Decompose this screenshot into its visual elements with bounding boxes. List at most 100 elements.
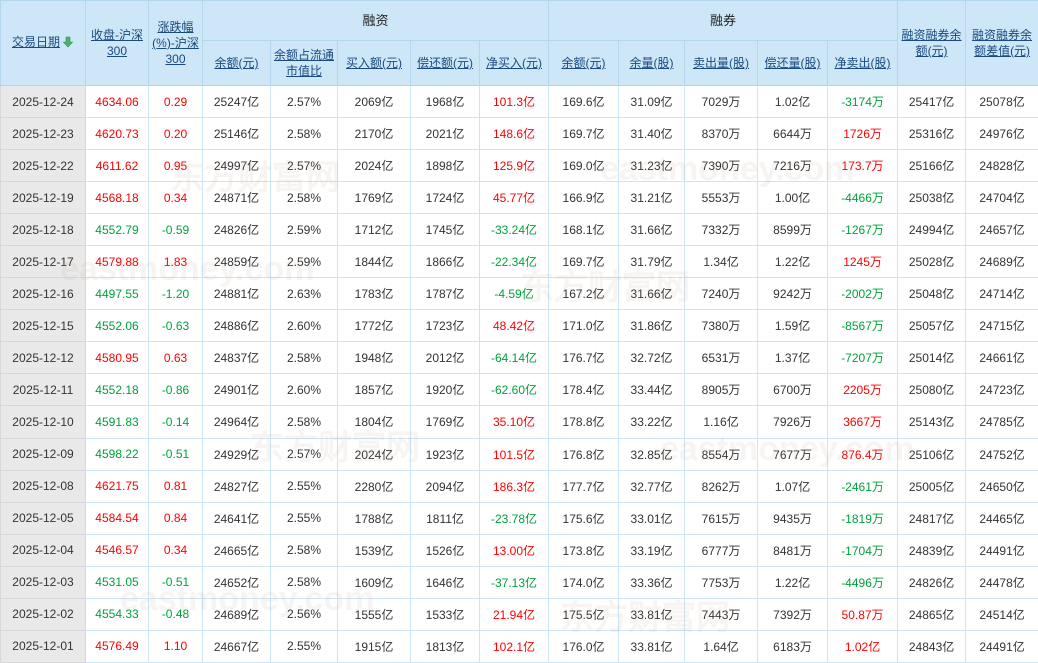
cell-rq_net: -1819万 [827, 501, 899, 535]
cell-rz_buy: 1948亿 [337, 341, 411, 375]
cell-rz_ratio: 2.60% [270, 373, 338, 407]
cell-rz_balance: 24964亿 [202, 405, 271, 439]
col-header-rq-repay[interactable]: 偿还量(股) [757, 40, 829, 86]
col-header-total-balance-label[interactable]: 融资融券余额(元) [901, 27, 962, 58]
col-header-rz-ratio-label[interactable]: 余额占流通市值比 [273, 47, 334, 78]
col-header-rz-balance[interactable]: 余额(元) [202, 40, 271, 86]
col-header-total-balance[interactable]: 融资融券余额(元) [897, 0, 967, 86]
cell-rz_ratio: 2.63% [270, 277, 338, 311]
cell-rz_buy: 1783亿 [337, 277, 411, 311]
cell-total: 25143亿 [897, 405, 967, 439]
cell-chg: -0.51 [148, 565, 203, 599]
col-header-rq-net[interactable]: 净卖出(股) [827, 40, 899, 86]
cell-diff: 24715亿 [965, 309, 1038, 343]
cell-rz_balance: 24827亿 [202, 469, 271, 503]
col-header-rz-buy-label[interactable]: 买入额(元) [346, 55, 402, 70]
col-header-rz-net[interactable]: 净买入(元) [478, 40, 550, 86]
col-header-rq-sell[interactable]: 卖出量(股) [684, 40, 759, 86]
col-header-rq-volume[interactable]: 余量(股) [618, 40, 686, 86]
cell-rq_balance: 177.7亿 [548, 469, 620, 503]
cell-rz_buy: 2170亿 [337, 117, 411, 151]
cell-diff: 24491亿 [965, 629, 1038, 663]
group-header-securities-lending-label: 融券 [710, 12, 737, 28]
table-row: 2025-12-22 4611.62 0.95 24997亿 2.57% 2024亿 189… [0, 149, 1038, 183]
cell-chg: -0.14 [148, 405, 203, 439]
col-header-rq-volume-label[interactable]: 余量(股) [629, 55, 674, 70]
col-header-date-label[interactable]: 交易日期 [11, 34, 60, 49]
cell-rz_balance: 24881亿 [202, 277, 271, 311]
col-header-chg[interactable]: 涨跌幅(%)-沪深300 [148, 0, 203, 86]
cell-close: 4531.05 [85, 565, 149, 599]
table-row: 2025-12-19 4568.18 0.34 24871亿 2.58% 1769亿 172… [0, 181, 1038, 215]
cell-chg: 0.63 [148, 341, 203, 375]
cell-rq_net: -4466万 [827, 181, 899, 215]
cell-rq_sell: 7332万 [684, 213, 759, 247]
cell-rq_net: 3667万 [827, 405, 899, 439]
cell-rz_balance: 24886亿 [202, 309, 271, 343]
col-header-close[interactable]: 收盘-沪深300 [85, 0, 149, 86]
col-header-close-label[interactable]: 收盘-沪深300 [91, 27, 143, 58]
cell-rz_ratio: 2.58% [270, 533, 338, 567]
cell-rz_buy: 2024亿 [337, 437, 411, 471]
cell-rq_sell: 5553万 [684, 181, 759, 215]
cell-total: 25080亿 [897, 373, 967, 407]
cell-chg: -0.63 [148, 309, 203, 343]
cell-rq_repay: 6644万 [757, 117, 829, 151]
cell-rz_net: -33.24亿 [478, 213, 550, 247]
col-header-rq-net-label[interactable]: 净卖出(股) [834, 55, 891, 70]
cell-rz_buy: 1712亿 [337, 213, 411, 247]
cell-rq_sell: 6531万 [684, 341, 759, 375]
table-row: 2025-12-17 4579.88 1.83 24859亿 2.59% 1844亿 186… [0, 245, 1038, 279]
col-header-rq-repay-label[interactable]: 偿还量(股) [764, 55, 821, 70]
cell-rz_ratio: 2.58% [270, 341, 338, 375]
cell-rq_balance: 169.7亿 [548, 117, 620, 151]
cell-date: 2025-12-19 [0, 181, 86, 215]
cell-chg: 0.34 [148, 181, 203, 215]
cell-rz_repay: 1923亿 [410, 437, 480, 471]
cell-rz_net: 21.94亿 [478, 597, 550, 631]
cell-chg: -0.59 [148, 213, 203, 247]
col-header-rq-balance[interactable]: 余额(元) [548, 40, 620, 86]
table-row: 2025-12-01 4576.49 1.10 24667亿 2.55% 1915亿 181… [0, 629, 1038, 663]
cell-diff: 24704亿 [965, 181, 1038, 215]
cell-rz_net: -64.14亿 [478, 341, 550, 375]
cell-total: 24817亿 [897, 501, 967, 535]
cell-rq_balance: 167.2亿 [548, 277, 620, 311]
cell-rq_sell: 7443万 [684, 597, 759, 631]
cell-rz_ratio: 2.55% [270, 501, 338, 535]
col-header-chg-label[interactable]: 涨跌幅(%)-沪深300 [152, 19, 199, 67]
cell-rz_net: 186.3亿 [478, 469, 550, 503]
table-row: 2025-12-23 4620.73 0.20 25146亿 2.58% 2170亿 202… [0, 117, 1038, 151]
col-header-rz-repay-label[interactable]: 偿还额(元) [417, 55, 473, 70]
cell-chg: 1.83 [148, 245, 203, 279]
cell-rq_repay: 7392万 [757, 597, 829, 631]
col-header-balance-diff-label[interactable]: 融资融券余额差值(元) [972, 27, 1033, 58]
col-header-rq-sell-label[interactable]: 卖出量(股) [693, 55, 750, 70]
cell-rz_ratio: 2.55% [270, 469, 338, 503]
cell-diff: 24657亿 [965, 213, 1038, 247]
col-header-rz-repay[interactable]: 偿还额(元) [410, 40, 480, 86]
cell-rz_balance: 24871亿 [202, 181, 271, 215]
col-header-rq-balance-label[interactable]: 余额(元) [561, 55, 606, 70]
cell-diff: 24976亿 [965, 117, 1038, 151]
cell-rq_volume: 31.79亿 [618, 245, 686, 279]
cell-rq_repay: 1.37亿 [757, 341, 829, 375]
cell-rq_volume: 33.22亿 [618, 405, 686, 439]
col-header-date[interactable]: 交易日期 [0, 0, 86, 86]
cell-chg: -0.48 [148, 597, 203, 631]
col-header-balance-diff[interactable]: 融资融券余额差值(元) [965, 0, 1038, 86]
cell-rz_balance: 24641亿 [202, 501, 271, 535]
cell-date: 2025-12-22 [0, 149, 86, 183]
cell-rq_repay: 1.02亿 [757, 84, 829, 119]
cell-chg: -0.51 [148, 437, 203, 471]
cell-rq_sell: 1.16亿 [684, 405, 759, 439]
col-header-rz-ratio[interactable]: 余额占流通市值比 [270, 40, 338, 86]
col-header-rz-balance-label[interactable]: 余额(元) [214, 55, 259, 70]
cell-diff: 24491亿 [965, 533, 1038, 567]
col-header-rz-net-label[interactable]: 净买入(元) [486, 55, 543, 70]
cell-rz_repay: 1526亿 [410, 533, 480, 567]
cell-rz_repay: 1724亿 [410, 181, 480, 215]
col-header-rz-buy[interactable]: 买入额(元) [337, 40, 411, 86]
cell-rq_sell: 6777万 [684, 533, 759, 567]
